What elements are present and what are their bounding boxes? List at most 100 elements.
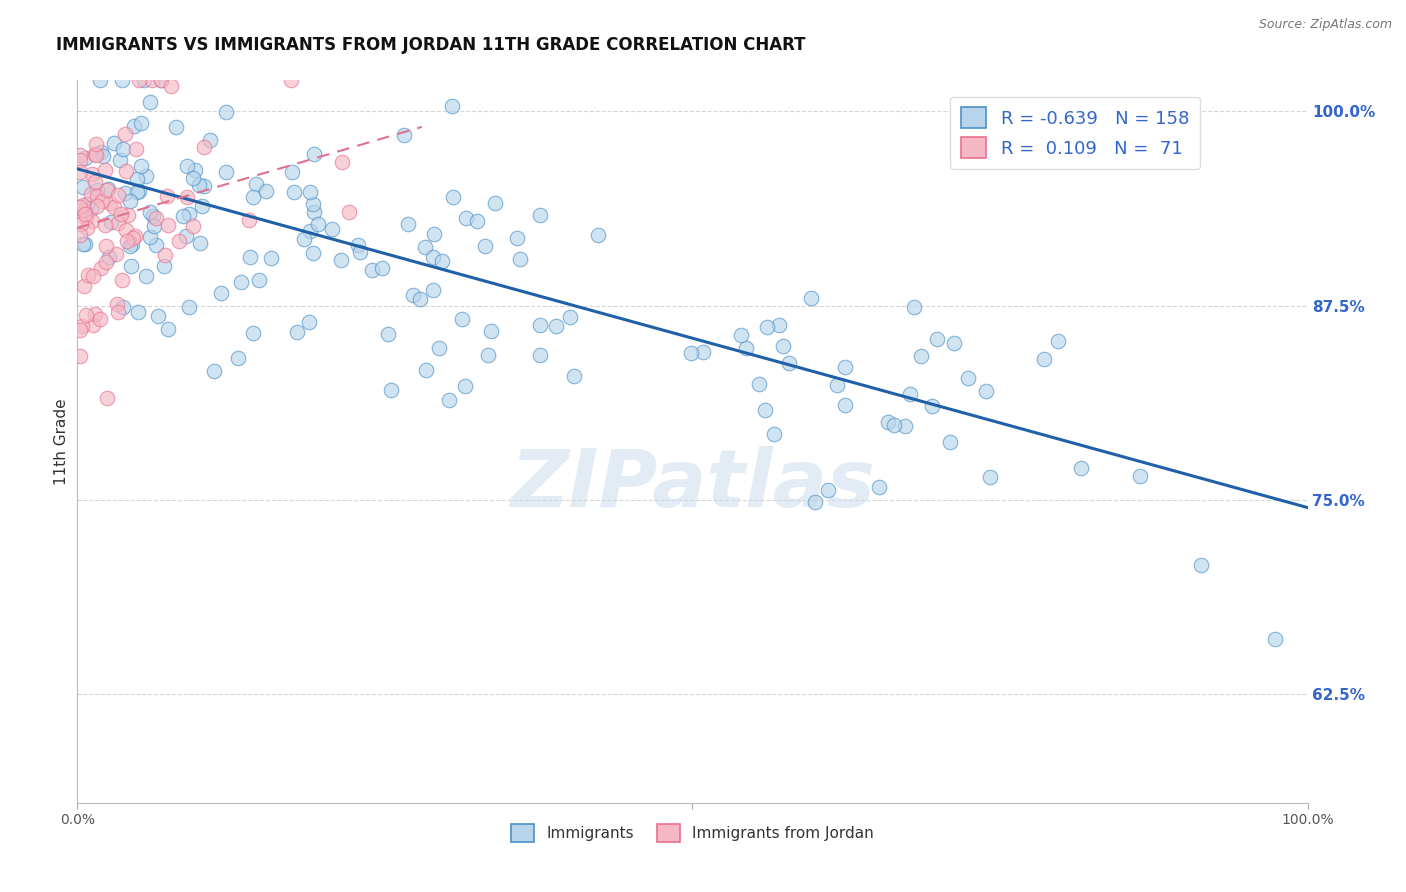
Point [69, 200, 91, 214]
Point [73, 202, 96, 217]
Point [69, 165, 91, 179]
Point [90, 261, 112, 276]
Point [89, 312, 111, 326]
Point [145, 211, 167, 225]
Point [179, 206, 201, 220]
Point [153, 259, 176, 273]
Point [242, 326, 264, 341]
Point [139, 95, 162, 109]
Point [422, 283, 444, 297]
Point [377, 327, 399, 342]
Point [349, 245, 371, 260]
Point [193, 178, 215, 193]
Point [167, 235, 190, 249]
Point [1189, 558, 1212, 572]
Point [560, 310, 582, 324]
Point [118, 194, 141, 209]
Point [747, 376, 769, 391]
Point [150, 73, 173, 87]
Point [83, 175, 105, 189]
Point [392, 128, 415, 142]
Point [105, 297, 128, 311]
Point [142, 219, 165, 233]
Point [337, 204, 360, 219]
Point [111, 73, 134, 87]
Point [69, 148, 91, 162]
Point [174, 228, 197, 243]
Point [153, 248, 176, 262]
Point [242, 190, 264, 204]
Point [84, 147, 107, 161]
Point [283, 185, 305, 199]
Point [974, 384, 997, 399]
Point [150, 73, 173, 87]
Point [401, 288, 423, 302]
Text: IMMIGRANTS VS IMMIGRANTS FROM JORDAN 11TH GRADE CORRELATION CHART: IMMIGRANTS VS IMMIGRANTS FROM JORDAN 11T… [56, 36, 806, 54]
Point [75, 237, 97, 252]
Y-axis label: 11th Grade: 11th Grade [53, 398, 69, 485]
Point [69, 349, 91, 363]
Point [803, 495, 825, 509]
Point [422, 250, 444, 264]
Point [200, 133, 222, 147]
Point [97, 182, 120, 196]
Point [125, 142, 148, 156]
Point [108, 153, 131, 167]
Point [70, 217, 93, 231]
Point [80, 167, 103, 181]
Point [299, 224, 322, 238]
Point [254, 184, 277, 198]
Point [938, 434, 960, 449]
Point [1070, 460, 1092, 475]
Point [114, 186, 136, 200]
Point [329, 252, 352, 267]
Point [82, 318, 104, 332]
Legend: Immigrants, Immigrants from Jordan: Immigrants, Immigrants from Jordan [503, 816, 882, 849]
Point [114, 223, 136, 237]
Point [82, 214, 104, 228]
Point [692, 345, 714, 359]
Point [529, 318, 551, 332]
Point [84, 307, 107, 321]
Point [80, 186, 103, 201]
Point [98, 251, 121, 265]
Point [127, 305, 149, 319]
Point [139, 229, 162, 244]
Point [465, 214, 488, 228]
Point [111, 273, 134, 287]
Point [768, 318, 790, 332]
Point [117, 208, 139, 222]
Point [817, 483, 839, 497]
Point [304, 146, 326, 161]
Point [69, 153, 91, 167]
Point [298, 186, 321, 200]
Point [380, 383, 402, 397]
Point [825, 378, 848, 392]
Point [120, 259, 142, 273]
Point [124, 229, 146, 244]
Point [894, 419, 917, 434]
Point [90, 145, 112, 160]
Point [181, 170, 204, 185]
Point [927, 332, 949, 346]
Point [98, 195, 121, 210]
Point [441, 190, 464, 204]
Point [509, 252, 531, 266]
Point [75, 309, 97, 323]
Point [869, 480, 891, 494]
Point [943, 335, 966, 350]
Point [112, 300, 135, 314]
Point [735, 341, 758, 355]
Point [160, 79, 183, 94]
Point [215, 165, 238, 179]
Point [100, 215, 122, 229]
Point [76, 196, 98, 211]
Point [302, 246, 325, 260]
Point [415, 362, 437, 376]
Point [103, 200, 125, 214]
Point [439, 393, 461, 408]
Point [427, 341, 450, 355]
Point [86, 198, 108, 212]
Point [72, 236, 94, 251]
Point [105, 247, 128, 261]
